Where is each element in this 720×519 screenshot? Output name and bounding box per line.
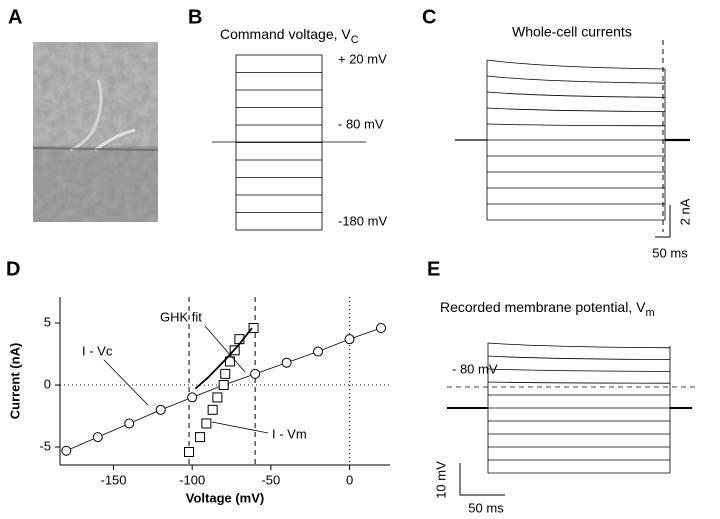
data-point — [187, 392, 198, 403]
panel-title: Whole-cell currents — [512, 24, 632, 40]
data-point — [220, 368, 231, 379]
trace — [487, 368, 671, 372]
data-point — [201, 418, 212, 429]
data-point — [92, 432, 103, 443]
scale-label: 50 ms — [468, 500, 504, 515]
trace — [486, 59, 666, 70]
panel-label: E — [427, 258, 440, 280]
data-point — [207, 404, 218, 415]
annotation: I - Vm — [272, 426, 307, 441]
scale-bar — [459, 463, 505, 496]
data-point — [376, 322, 387, 333]
data-point — [250, 368, 261, 379]
trace — [486, 75, 666, 84]
panel-label: B — [188, 6, 202, 28]
level-label: -180 mV — [338, 213, 387, 228]
x-axis-label: Voltage (mV) — [186, 490, 265, 505]
data-point — [313, 346, 324, 357]
title-sub: C — [351, 34, 359, 46]
scale-label: 2 nA — [677, 198, 692, 225]
annotation: GHK fit — [160, 309, 202, 324]
trace — [487, 355, 671, 360]
level-label: - 80 mV — [452, 361, 498, 376]
command-steps — [212, 54, 366, 231]
level-label: - 80 mV — [338, 116, 384, 131]
x-tick-label: 0 — [346, 472, 353, 487]
annotation-arrow — [204, 325, 246, 373]
panel-label: C — [422, 6, 436, 28]
panel-label: D — [6, 258, 20, 280]
level-label: + 20 mV — [338, 51, 387, 66]
panel-title: Recorded membrane potential, Vm — [440, 299, 655, 319]
y-tick-label: -5 — [39, 438, 51, 453]
data-point — [218, 380, 229, 391]
x-tick-label: -100 — [179, 472, 205, 487]
data-point — [248, 322, 259, 333]
annotation-arrow — [103, 359, 149, 406]
panel-title: Command voltage, VC — [220, 26, 359, 46]
y-tick-label: 0 — [44, 376, 51, 391]
data-point — [61, 445, 72, 456]
x-tick-label: -150 — [100, 472, 126, 487]
data-point — [344, 334, 355, 345]
data-point — [195, 432, 206, 443]
data-point — [184, 446, 195, 457]
data-point — [224, 356, 235, 367]
x-tick-label: -50 — [261, 472, 280, 487]
trace — [487, 381, 671, 384]
data-point — [281, 357, 292, 368]
trace — [486, 91, 666, 98]
y-tick-label: 5 — [44, 314, 51, 329]
trace — [486, 123, 666, 127]
scale-bar — [655, 205, 671, 238]
data-point — [155, 404, 166, 415]
trace — [487, 342, 671, 349]
current-traces — [455, 59, 690, 221]
annotation: I - Vc — [82, 343, 113, 358]
scale-label: 50 ms — [652, 245, 688, 260]
y-axis-label: Current (nA) — [7, 343, 22, 420]
data-point — [212, 392, 223, 403]
fit-curve — [194, 327, 253, 390]
trace — [486, 107, 666, 112]
title-text: Recorded membrane potential, V — [440, 299, 646, 315]
voltage-traces — [447, 342, 692, 474]
scale-label: 10 mV — [433, 461, 448, 499]
title-text: Command voltage, V — [220, 26, 351, 42]
panel-label: A — [8, 6, 22, 28]
data-point — [124, 418, 135, 429]
title-sub: m — [645, 307, 654, 319]
micrograph — [32, 42, 159, 222]
annotation-arrow — [211, 421, 269, 434]
